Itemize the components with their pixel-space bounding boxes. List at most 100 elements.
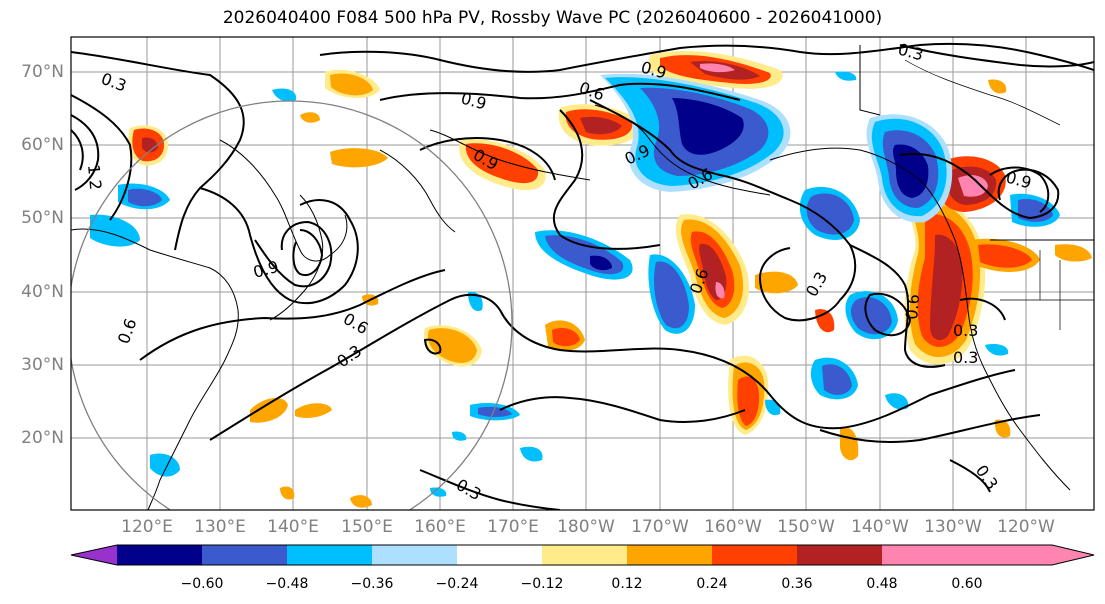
plot-title: 2026040400 F084 500 hPa PV, Rossby Wave …	[222, 8, 883, 28]
colorbar	[70, 544, 1095, 566]
neg-blob-bc-blue	[1018, 198, 1053, 222]
neg-blob-small-2	[430, 487, 447, 497]
colorbar-tick-label: 0.24	[696, 576, 728, 592]
lon-label-120e: 120°E	[121, 517, 173, 537]
coast-kamchatka	[379, 149, 456, 233]
neg-blob-california	[985, 344, 1009, 356]
pv-contours	[71, 42, 1094, 510]
colorbar-tick-label: −0.12	[520, 576, 564, 592]
contour-0.3-small-loop	[423, 338, 442, 355]
lon-label-160w: 160°W	[704, 517, 762, 537]
pos-blob-alaska-north-peak	[700, 63, 735, 73]
lon-label-150e: 150°E	[341, 517, 393, 537]
positive-anomalies	[128, 50, 1092, 508]
neg-blob-hawaii-blue	[822, 364, 852, 395]
contour-0.3-east-subtropic	[819, 414, 1041, 443]
contour-label: 0.3	[953, 348, 978, 367]
lon-label-140w: 140°W	[851, 517, 909, 537]
neg-blob-central-blue	[654, 261, 689, 329]
pos-blob-philippine-sea	[295, 403, 332, 418]
neg-blob-tropics	[520, 446, 543, 462]
colorbar-segment	[882, 545, 967, 565]
contour-0.9-japan	[254, 220, 333, 288]
lat-label-30n: 30°N	[21, 355, 64, 375]
lat-label-20n: 20°N	[21, 428, 64, 448]
contour-0.6-japan	[199, 187, 359, 305]
colorbar-segment	[712, 545, 797, 565]
colorbar-tick-label: −0.60	[180, 576, 224, 592]
pos-blob-yukon	[988, 79, 1007, 94]
pos-blob-south-2	[280, 486, 295, 500]
contour-1.2-canada	[989, 166, 1050, 213]
pos-blob-bering-west-max	[580, 116, 622, 135]
colorbar-tick-label: −0.24	[435, 576, 479, 592]
colorbar-segment	[287, 545, 372, 565]
map-frame	[70, 36, 1095, 511]
graticule	[71, 37, 1094, 510]
colorbar-tick-label: −0.36	[350, 576, 394, 592]
neg-blob-arctic	[835, 71, 857, 81]
contour-0.3-subtropic	[499, 396, 746, 423]
pos-blob-subtropic-red	[737, 376, 760, 426]
contour-0.3-kamchatka	[419, 137, 556, 181]
pos-blob-baja	[994, 419, 1011, 438]
contour-0.3-hawaii-ne-loop	[864, 292, 912, 337]
pos-blob-sakhalin	[300, 112, 320, 123]
neg-blob-east-tropics	[885, 393, 909, 410]
neg-blob-siberia-north	[272, 88, 297, 102]
contour-0.3-south	[419, 469, 561, 510]
colorbar-tick-label: 0.48	[866, 576, 898, 592]
contour-0.3-north-canada	[899, 44, 1094, 68]
pos-blob-pnw-red	[978, 244, 1032, 268]
contour-0.6-bering	[552, 109, 661, 250]
lat-label-50n: 50°N	[21, 208, 64, 228]
contour-0.9-siberia	[71, 114, 100, 191]
colorbar-segment	[117, 545, 202, 565]
pos-blob-north-pacific	[755, 271, 798, 294]
lon-label-170w: 170°W	[631, 517, 689, 537]
contour-label: 0.3	[953, 321, 978, 340]
lon-label-120w: 120°W	[997, 517, 1055, 537]
pos-blob-south-1	[350, 495, 372, 508]
pos-blob-east-china	[250, 398, 288, 423]
neg-blob-gulf-core	[893, 144, 929, 198]
lon-label-130e: 130°E	[194, 517, 246, 537]
pos-blob-central-pacific-peak	[715, 282, 725, 299]
contour-0.3-main	[209, 293, 1016, 441]
lon-label-180w: 180°W	[557, 517, 615, 537]
coast-arctic-canada	[904, 59, 1061, 126]
colorbar-segment	[542, 545, 627, 565]
contour-0.6-central	[589, 99, 857, 322]
neg-blob-alaska-core	[672, 98, 744, 155]
pos-blob-gulf-alaska-max	[930, 234, 963, 341]
lon-label-170e: 170°E	[487, 517, 539, 537]
us-state-lines	[1000, 250, 1094, 330]
neg-blob-dateline-core	[590, 255, 612, 271]
colorbar-tick-label: 0.36	[781, 576, 813, 592]
pos-blob-east-edge	[1055, 244, 1092, 262]
border-alaska-canada	[859, 45, 881, 116]
colorbar-segment	[457, 545, 542, 565]
contour-label: 1.2	[84, 164, 105, 191]
lat-label-40n: 40°N	[21, 282, 64, 302]
colorbar-outline	[70, 544, 1095, 566]
neg-blob-philippines	[150, 453, 180, 477]
colorbar-tick-label: 0.60	[951, 576, 983, 592]
colorbar-segment	[967, 545, 1052, 565]
neg-blob-hawaii-ne-blue	[850, 297, 892, 335]
contour-0.9-arctic	[379, 82, 741, 101]
colorbar-tick-label: 0.12	[611, 576, 643, 592]
contour-0.3-baja	[949, 459, 991, 493]
colorbar-extend-max	[1052, 545, 1094, 565]
colorbar-segment	[797, 545, 882, 565]
colorbar-segment	[202, 545, 287, 565]
coast-north-america	[769, 147, 1071, 491]
colorbar-extend-min	[71, 545, 117, 565]
contour-0.6-siberia	[71, 94, 133, 221]
lon-label-130w: 130°W	[924, 517, 982, 537]
pos-blob-midpac-red	[552, 328, 580, 347]
contour-0.3-arctic	[319, 42, 1094, 73]
pos-blob-west-pacific-orange	[427, 328, 477, 363]
lat-label-70n: 70°N	[21, 62, 64, 82]
